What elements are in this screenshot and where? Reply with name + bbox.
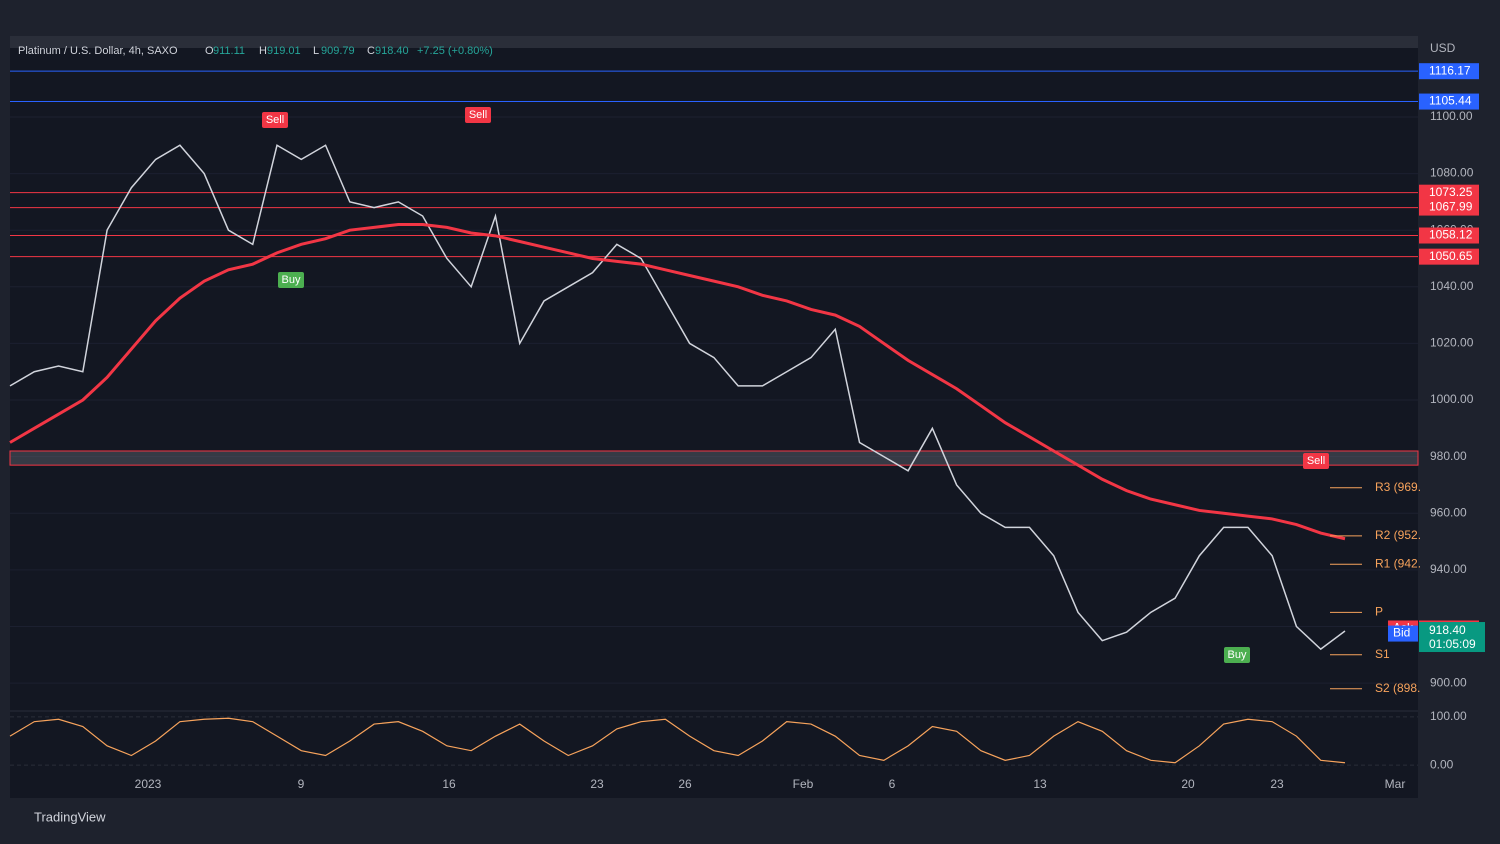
level-box — [1419, 93, 1479, 110]
last-box — [1419, 622, 1485, 653]
ohlc-value: 918.40 — [375, 45, 409, 57]
pivot-label: R1 (942. — [1375, 556, 1421, 570]
ohlc-value: 919.01 — [267, 45, 301, 57]
x-tick-label: 6 — [889, 777, 896, 791]
level-label: 1073.25 — [1429, 185, 1473, 199]
x-tick-label: 9 — [298, 777, 305, 791]
osc-tick-label: 100.00 — [1430, 709, 1467, 723]
ohlc-value: 911.11 — [213, 45, 245, 57]
x-tick-label: 16 — [442, 777, 456, 791]
y-tick-label: 1040.00 — [1430, 279, 1474, 293]
signal-label: Buy — [282, 274, 301, 286]
header-bar — [10, 36, 1418, 48]
level-box — [1419, 199, 1479, 216]
level-label: 1058.12 — [1429, 228, 1473, 242]
ohlc-label: C — [367, 45, 375, 57]
osc-tick-label: 0.00 — [1430, 757, 1454, 771]
signal-box — [1303, 453, 1329, 469]
x-tick-label: 20 — [1181, 777, 1195, 791]
ohlc-value: 909.79 — [321, 45, 355, 57]
pivot-label: S2 (898. — [1375, 681, 1420, 695]
series-line — [9, 717, 1346, 764]
x-tick-label: Mar — [1385, 777, 1406, 791]
level-label: 1050.65 — [1429, 249, 1473, 263]
bid-tag — [1388, 625, 1418, 642]
series-line — [9, 144, 1346, 651]
signal-box — [465, 107, 491, 123]
ohlc-label: O — [205, 45, 214, 57]
ohlc-label: H — [259, 45, 267, 57]
x-tick-label: 2023 — [135, 777, 162, 791]
currency: USD — [1430, 41, 1456, 55]
pivot-label: S1 — [1375, 647, 1390, 661]
last-value: 918.40 — [1429, 623, 1466, 637]
y-tick-label: 980.00 — [1430, 449, 1467, 463]
countdown: 01:05:09 — [1429, 637, 1476, 651]
level-label: 1067.99 — [1429, 200, 1473, 214]
level-label: 1116.17 — [1429, 63, 1471, 77]
y-tick-label: 1000.00 — [1430, 392, 1474, 406]
symbol: Platinum / U.S. Dollar, 4h, SAXO — [18, 45, 178, 57]
signal-label: Sell — [1307, 455, 1325, 467]
pivot-label: P — [1375, 605, 1383, 619]
y-tick-label: 1100.00 — [1430, 109, 1473, 123]
plot-background — [10, 36, 1418, 798]
y-tick-label: 940.00 — [1430, 562, 1467, 576]
signal-label: Buy — [1228, 649, 1247, 661]
series-line — [9, 223, 1346, 541]
signal-box — [262, 112, 288, 128]
level-box — [1419, 248, 1479, 265]
change: +7.25 (+0.80%) — [417, 45, 493, 57]
signal-box — [1224, 647, 1250, 663]
x-tick-label: Feb — [793, 777, 814, 791]
signal-label: Sell — [266, 114, 284, 126]
y-tick-label: 1020.00 — [1430, 336, 1474, 350]
pivot-label: R3 (969. — [1375, 480, 1421, 494]
signal-label: Sell — [469, 109, 487, 121]
level-box — [1419, 227, 1479, 244]
x-tick-label: 13 — [1033, 777, 1047, 791]
x-tick-label: 23 — [590, 777, 604, 791]
pivot-label: R2 (952. — [1375, 528, 1421, 542]
x-tick-label: 23 — [1270, 777, 1284, 791]
bid-label: Bid — [1393, 626, 1410, 640]
signal-box — [278, 272, 304, 288]
x-tick-label: 26 — [678, 777, 692, 791]
level-box — [1419, 184, 1479, 201]
level-box — [1419, 63, 1479, 80]
zone — [9, 450, 1419, 466]
y-tick-label: 900.00 — [1430, 675, 1467, 689]
brand: TradingView — [34, 809, 106, 824]
y-tick-label: 1080.00 — [1430, 166, 1474, 180]
ohlc-label: L — [313, 45, 319, 57]
y-tick-label: 960.00 — [1430, 505, 1467, 519]
level-label: 1105.44 — [1429, 94, 1472, 108]
